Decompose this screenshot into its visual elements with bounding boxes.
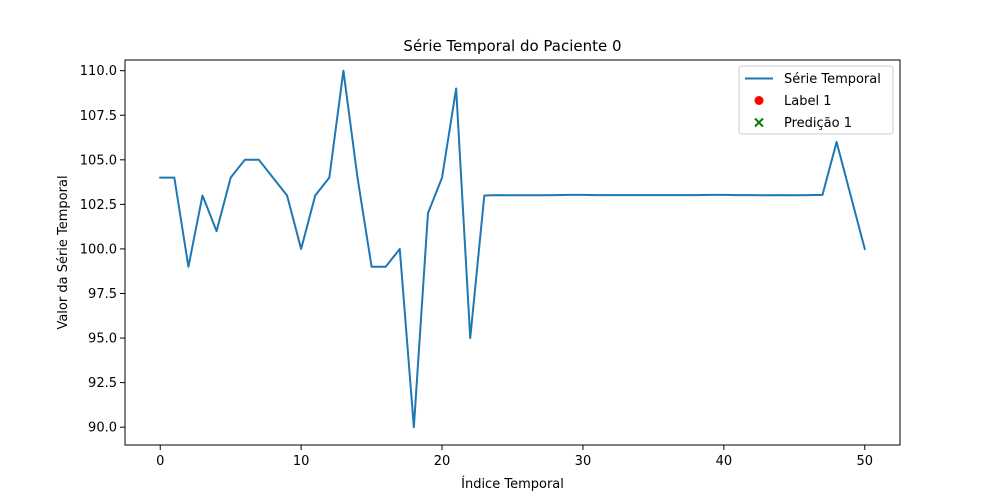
- data-point: [723, 194, 725, 196]
- data-point: [667, 194, 669, 196]
- data-point: [328, 177, 330, 179]
- y-tick-label: 100.0: [80, 242, 117, 257]
- data-point: [159, 177, 161, 179]
- data-point: [624, 194, 626, 196]
- data-point: [272, 177, 274, 179]
- data-point: [540, 194, 542, 196]
- y-axis: 90.0 92.5 95.0 97.5 100.0 102.5 105.0 107.5 110.…: [80, 64, 125, 436]
- data-point: [216, 230, 218, 232]
- data-point: [230, 177, 232, 179]
- data-point: [822, 194, 824, 196]
- legend-box: [738, 65, 894, 135]
- data-point: [483, 194, 485, 196]
- data-point: [497, 194, 499, 196]
- data-point: [399, 248, 401, 250]
- data-point: [413, 426, 415, 428]
- x-axis: 0 10 20 30 40 50: [156, 445, 873, 469]
- data-point: [737, 194, 739, 196]
- x-tick-label: 30: [575, 454, 592, 469]
- x-tick-label: 40: [716, 454, 733, 469]
- data-point: [836, 141, 838, 143]
- data-point: [314, 194, 316, 196]
- data-point: [187, 266, 189, 268]
- legend-label: Label 1: [784, 94, 831, 109]
- chart-title: Série Temporal do Paciente 0: [403, 37, 621, 55]
- data-point: [342, 70, 344, 72]
- data-point: [709, 194, 711, 196]
- data-point: [357, 177, 359, 179]
- y-tick-label: 97.5: [88, 287, 117, 302]
- data-point: [751, 194, 753, 196]
- data-point: [554, 194, 556, 196]
- data-point: [638, 194, 640, 196]
- legend-label: Série Temporal: [784, 72, 881, 87]
- y-tick-label: 90.0: [88, 421, 117, 436]
- data-point: [652, 194, 654, 196]
- x-tick-label: 0: [156, 454, 164, 469]
- data-point: [300, 248, 302, 250]
- legend-label: Predição 1: [784, 116, 852, 131]
- y-tick-label: 105.0: [80, 153, 117, 168]
- data-point: [455, 88, 457, 90]
- data-point: [202, 194, 204, 196]
- data-point: [258, 159, 260, 161]
- x-tick-label: 20: [434, 454, 451, 469]
- data-point: [864, 248, 866, 250]
- data-point: [596, 194, 598, 196]
- data-point: [244, 159, 246, 161]
- plot-area-frame: [124, 59, 901, 446]
- x-tick-label: 50: [856, 454, 873, 469]
- data-point: [582, 194, 584, 196]
- data-point: [850, 194, 852, 196]
- data-point: [779, 194, 781, 196]
- data-point: [469, 337, 471, 339]
- legend-circle-marker: [754, 96, 764, 105]
- data-point: [807, 194, 809, 196]
- data-point: [512, 194, 514, 196]
- y-tick-label: 95.0: [88, 332, 117, 347]
- data-point: [526, 194, 528, 196]
- data-point: [681, 194, 683, 196]
- x-tick-label: 10: [293, 454, 310, 469]
- y-axis-label: Valor da Série Temporal: [56, 175, 71, 329]
- series-layer: [159, 69, 866, 429]
- y-tick-label: 92.5: [88, 376, 117, 391]
- series-line-0: [159, 69, 866, 429]
- y-tick-label: 107.5: [80, 109, 117, 124]
- data-point: [568, 194, 570, 196]
- data-point: [385, 266, 387, 268]
- data-point: [173, 177, 175, 179]
- data-point: [695, 194, 697, 196]
- data-point: [765, 194, 767, 196]
- y-tick-label: 102.5: [80, 198, 117, 213]
- legend-x-marker: [754, 117, 764, 128]
- data-point: [610, 194, 612, 196]
- legend: Série Temporal Label 1 Predição 1: [738, 65, 894, 135]
- data-point: [441, 177, 443, 179]
- data-point: [286, 194, 288, 196]
- x-axis-label: Índice Temporal: [461, 476, 564, 492]
- data-point: [427, 212, 429, 214]
- data-point: [371, 266, 373, 268]
- data-point: [793, 194, 795, 196]
- y-tick-label: 110.0: [80, 64, 117, 79]
